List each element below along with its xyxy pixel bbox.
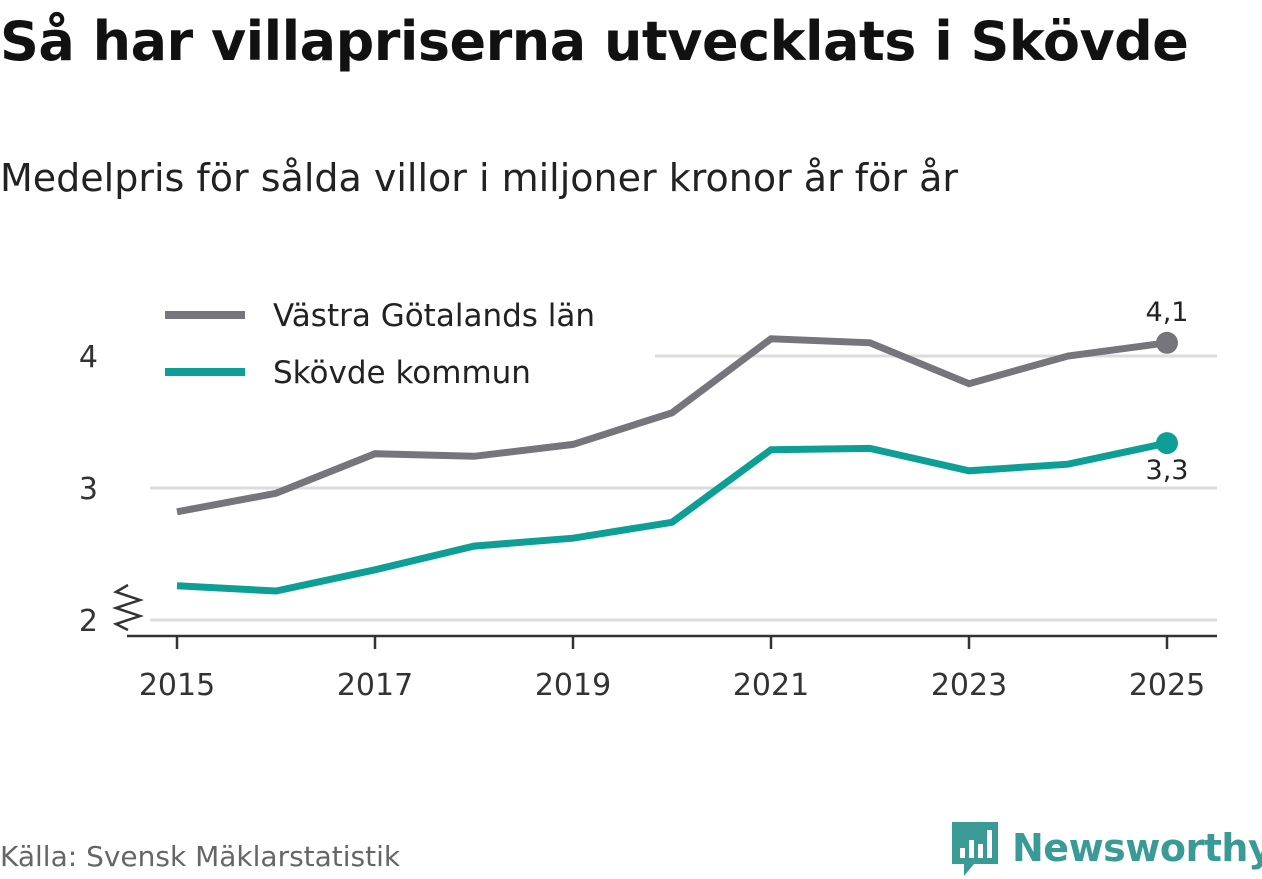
end-value-label: 4,1 xyxy=(1146,297,1189,328)
series-line xyxy=(176,335,1168,516)
series-line xyxy=(176,439,1168,595)
y-tick-label: 3 xyxy=(79,472,98,507)
chart-subtitle: Medelpris för sålda villor i miljoner kr… xyxy=(0,156,959,200)
x-tick-label: 2021 xyxy=(733,668,809,703)
legend-label: Västra Götalands län xyxy=(273,298,595,334)
y-tick-label: 4 xyxy=(79,340,98,375)
legend-background xyxy=(150,292,655,402)
x-tick-label: 2015 xyxy=(139,668,215,703)
end-value-label: 3,3 xyxy=(1146,455,1189,486)
x-tick-label: 2017 xyxy=(337,668,413,703)
brand-logo: Newsworthy xyxy=(950,818,1262,878)
brand-name: Newsworthy xyxy=(1012,826,1262,870)
axes: 2 3 4 2015 2017 2019 2021 2023 2025 xyxy=(79,340,1217,703)
y-tick-label: 2 xyxy=(79,604,98,639)
series-endpoint xyxy=(1156,432,1178,455)
legend: Västra Götalands län Skövde kommun xyxy=(150,292,655,402)
source-note: Källa: Svensk Mäklarstatistik xyxy=(0,840,401,873)
series xyxy=(176,331,1178,595)
end-labels: 4,1 3,3 xyxy=(1146,297,1189,486)
x-tick-label: 2025 xyxy=(1129,668,1205,703)
x-tick-label: 2019 xyxy=(535,668,611,703)
bar-chart-speech-bubble-icon xyxy=(952,822,998,876)
axis-break-icon xyxy=(112,583,144,632)
series-endpoint xyxy=(1156,331,1178,354)
chart-title: Så har villapriserna utvecklats i Skövde xyxy=(0,10,1189,73)
x-tick-label: 2023 xyxy=(931,668,1007,703)
legend-label: Skövde kommun xyxy=(273,355,531,391)
